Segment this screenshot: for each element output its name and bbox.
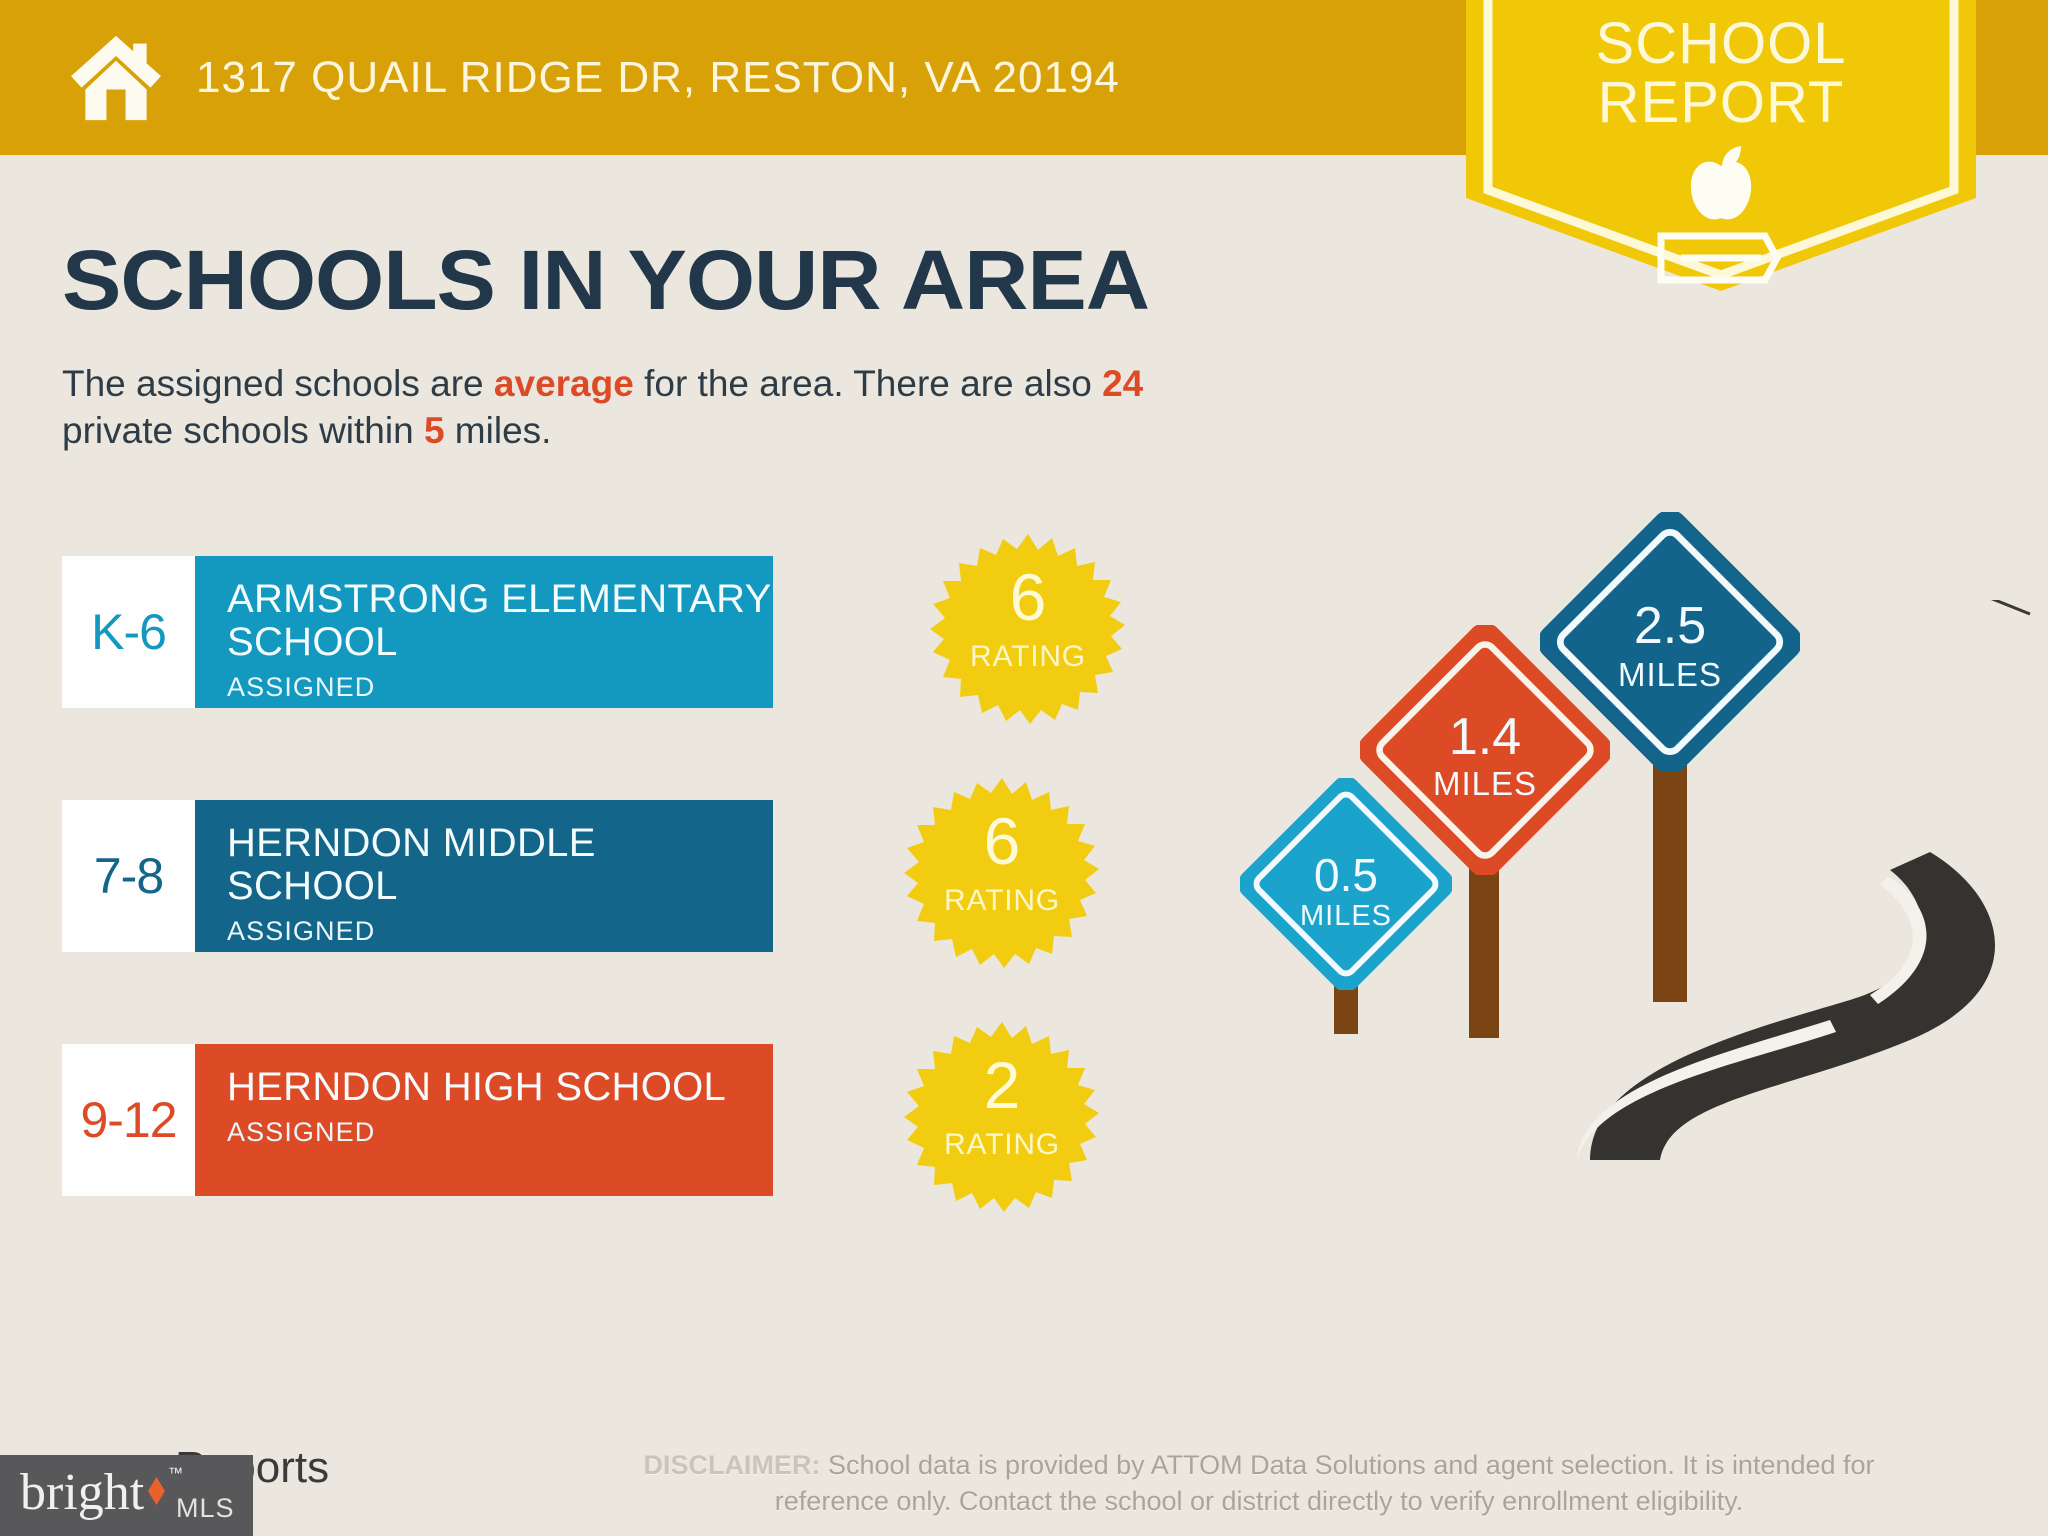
sign-post — [1469, 848, 1499, 1038]
book-icon — [1657, 232, 1781, 284]
school-status: ASSIGNED — [227, 672, 376, 703]
subtitle-part-2: for the area. There are also — [633, 363, 1103, 404]
distance-unit: MILES — [1299, 900, 1393, 932]
rating-label: RATING — [944, 884, 1060, 917]
distance-value: 1.4 — [1448, 708, 1522, 766]
brightmls-logo[interactable]: bright ™ MLS — [0, 1455, 253, 1536]
trademark-symbol: ™ — [168, 1465, 183, 1482]
brand-suffix: MLS — [176, 1493, 235, 1523]
school-row[interactable]: 7-8 HERNDON MIDDLE SCHOOL ASSIGNED — [62, 800, 773, 952]
subtitle-emphasis-count: 24 — [1102, 363, 1144, 404]
brand-name: bright — [20, 1464, 145, 1521]
header-bar: 1317 QUAIL RIDGE DR, RESTON, VA 20194 — [0, 0, 1504, 155]
school-name-bar: HERNDON MIDDLE SCHOOL ASSIGNED — [195, 800, 773, 952]
distance-unit: MILES — [1617, 656, 1723, 693]
grade-range-badge: 9-12 — [62, 1044, 195, 1196]
rating-value: 6 — [1009, 560, 1047, 634]
distance-sign: 0.5 MILES — [1240, 778, 1452, 990]
badge-line-2: REPORT — [1597, 70, 1845, 136]
page-subtitle: The assigned schools are average for the… — [62, 360, 1162, 455]
badge-label: SCHOOL REPORT — [1466, 14, 1976, 132]
road-scene-illustration: 2.5 MILES 1.4 MILES 0.5 MILES — [1230, 512, 2048, 1160]
grade-range-badge: 7-8 — [62, 800, 195, 952]
distance-sign: 2.5 MILES — [1540, 512, 1800, 772]
disclaimer-label: DISCLAIMER: — [643, 1450, 821, 1480]
rating-starburst: 6 RATING — [928, 532, 1128, 732]
subtitle-part-1: The assigned schools are — [62, 363, 494, 404]
subtitle-emphasis-radius: 5 — [423, 410, 445, 452]
grade-range-badge: K-6 — [62, 556, 195, 708]
disclaimer-text: DISCLAIMER: School data is provided by A… — [604, 1448, 1914, 1519]
rating-label: RATING — [970, 640, 1086, 673]
badge-line-1: SCHOOL — [1595, 11, 1847, 76]
school-row[interactable]: K-6 ARMSTRONG ELEMENTARY SCHOOL ASSIGNED — [62, 556, 773, 708]
subtitle-part-3: private schools within — [62, 410, 424, 452]
rating-starburst: 6 RATING — [902, 776, 1102, 976]
sign-post — [1653, 740, 1687, 1002]
school-name-bar: ARMSTRONG ELEMENTARY SCHOOL ASSIGNED — [195, 556, 773, 708]
home-icon — [71, 35, 161, 120]
rating-value: 2 — [983, 1048, 1021, 1122]
distance-value: 2.5 — [1633, 597, 1707, 655]
rating-starburst: 2 RATING — [902, 1020, 1102, 1220]
subtitle-emphasis-rating: average — [493, 363, 634, 404]
school-name: HERNDON MIDDLE SCHOOL — [227, 821, 596, 909]
school-row[interactable]: 9-12 HERNDON HIGH SCHOOL ASSIGNED — [62, 1044, 773, 1196]
school-name: HERNDON HIGH SCHOOL — [227, 1065, 727, 1109]
disclaimer-body: School data is provided by ATTOM Data So… — [774, 1450, 1875, 1516]
distance-unit: MILES — [1432, 765, 1538, 802]
school-name-bar: HERNDON HIGH SCHOOL ASSIGNED — [195, 1044, 773, 1196]
property-address: 1317 QUAIL RIDGE DR, RESTON, VA 20194 — [196, 52, 1120, 102]
school-name: ARMSTRONG ELEMENTARY SCHOOL — [227, 577, 771, 665]
school-status: ASSIGNED — [227, 916, 376, 947]
subtitle-part-4: miles. — [444, 410, 552, 452]
school-report-badge: SCHOOL REPORT — [1466, 0, 1976, 298]
apple-icon — [1690, 146, 1752, 220]
distance-sign: 1.4 MILES — [1360, 625, 1610, 875]
distance-value: 0.5 — [1314, 849, 1378, 901]
rating-value: 6 — [983, 804, 1021, 878]
diamond-icon — [148, 1477, 165, 1505]
page-title: SCHOOLS IN YOUR AREA — [62, 233, 1150, 327]
rating-label: RATING — [944, 1128, 1060, 1161]
school-status: ASSIGNED — [227, 1117, 376, 1148]
